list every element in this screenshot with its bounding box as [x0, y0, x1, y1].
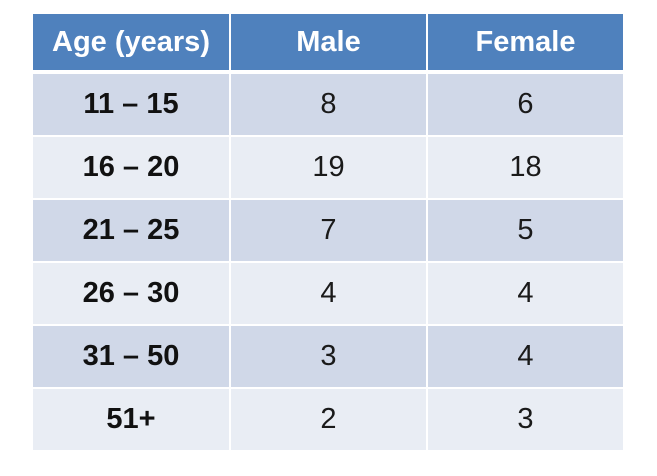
- cell-age: 21 – 25: [33, 199, 231, 263]
- header-male: Male: [230, 14, 428, 74]
- cell-female: 4: [427, 262, 623, 326]
- cell-female: 5: [427, 199, 623, 263]
- cell-age: 51+: [33, 388, 231, 452]
- table-row: 11 – 15 8 6: [33, 72, 623, 137]
- cell-female: 6: [427, 72, 623, 137]
- cell-male: 8: [230, 72, 428, 137]
- table-row: 31 – 50 3 4: [33, 325, 623, 389]
- cell-female: 18: [427, 136, 623, 200]
- table-row: 51+ 2 3: [33, 388, 623, 452]
- cell-female: 4: [427, 325, 623, 389]
- cell-male: 7: [230, 199, 428, 263]
- age-gender-table: Age (years) Male Female 11 – 15 8 6 16 –…: [33, 14, 623, 452]
- cell-male: 19: [230, 136, 428, 200]
- header-age: Age (years): [33, 14, 231, 74]
- header-female: Female: [427, 14, 623, 74]
- cell-male: 2: [230, 388, 428, 452]
- table-header-row: Age (years) Male Female: [33, 14, 623, 74]
- table-row: 21 – 25 7 5: [33, 199, 623, 263]
- data-table-container: Age (years) Male Female 11 – 15 8 6 16 –…: [33, 14, 623, 452]
- cell-age: 16 – 20: [33, 136, 231, 200]
- cell-male: 4: [230, 262, 428, 326]
- table-row: 26 – 30 4 4: [33, 262, 623, 326]
- cell-female: 3: [427, 388, 623, 452]
- cell-male: 3: [230, 325, 428, 389]
- cell-age: 26 – 30: [33, 262, 231, 326]
- cell-age: 31 – 50: [33, 325, 231, 389]
- table-row: 16 – 20 19 18: [33, 136, 623, 200]
- cell-age: 11 – 15: [33, 72, 231, 137]
